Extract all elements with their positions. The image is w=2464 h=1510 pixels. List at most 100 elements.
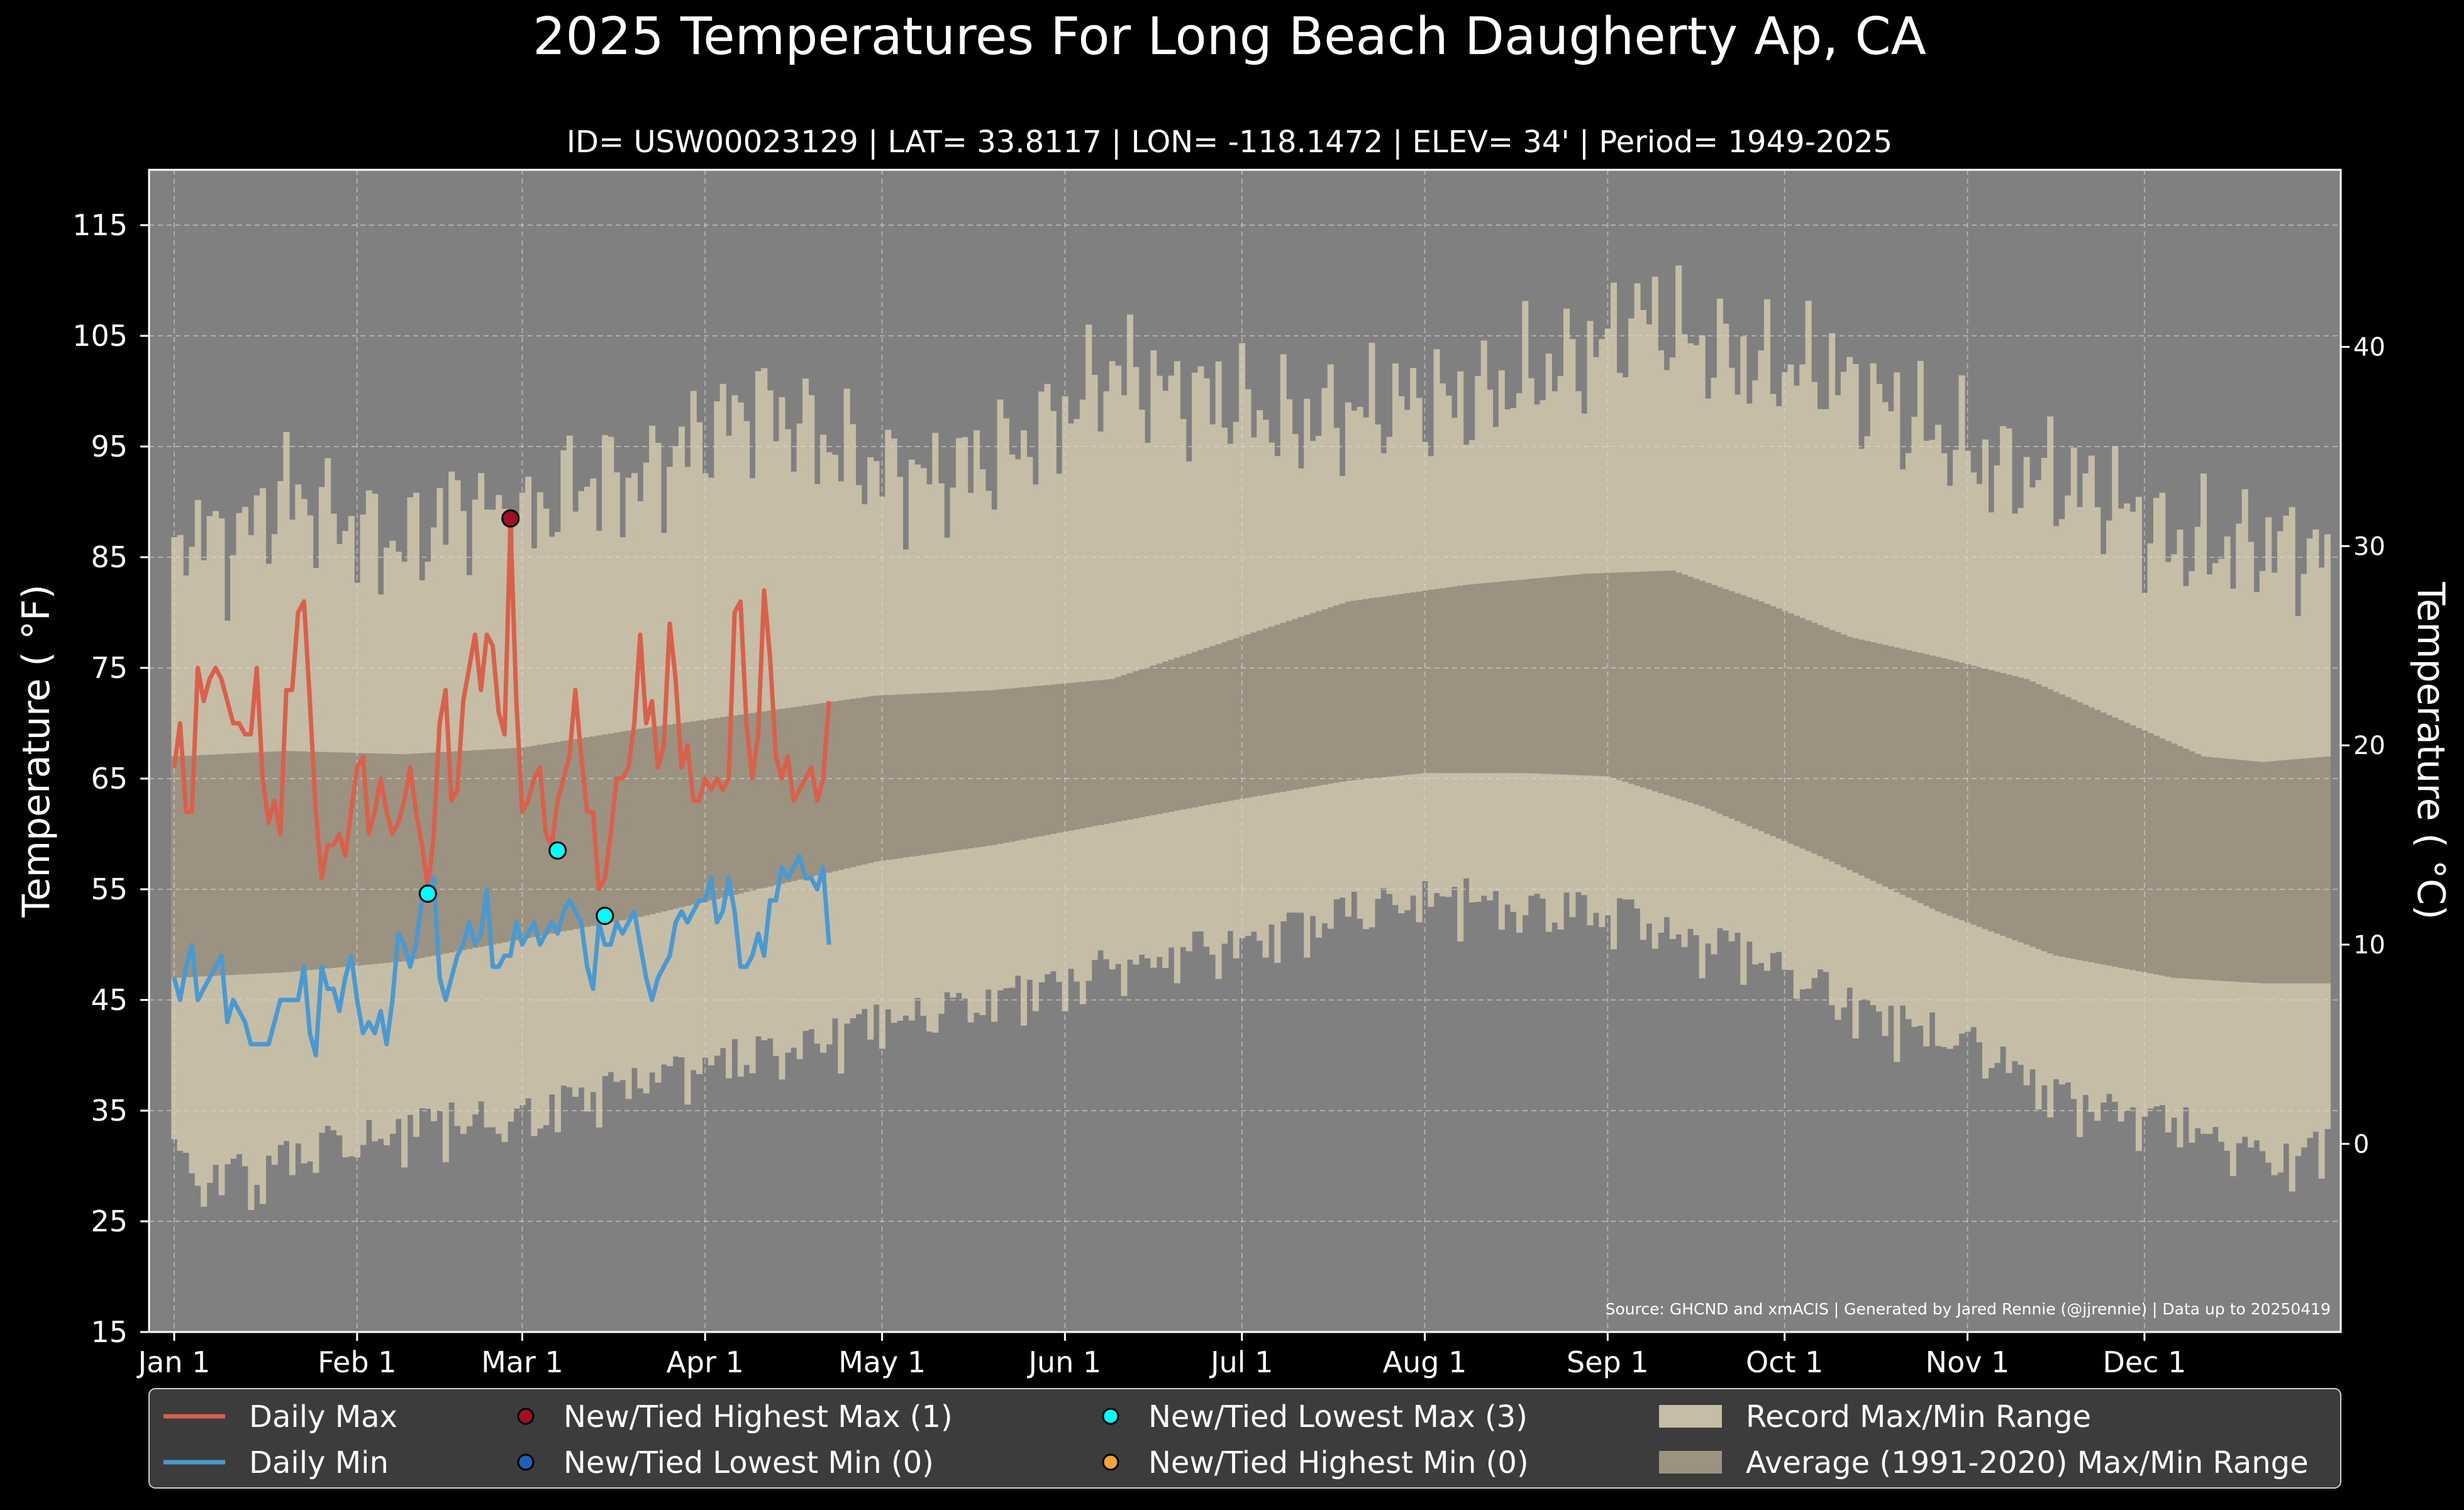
daily-min-line [172, 853, 831, 1058]
normal-range-bar [2224, 758, 2231, 982]
normal-range-bar [1534, 578, 1541, 774]
normal-range-bar [660, 725, 667, 912]
normal-range-bar [1221, 642, 1228, 802]
normal-range-bar [2065, 697, 2072, 958]
normal-range-bar [265, 752, 272, 974]
normal-range-bar [241, 753, 248, 975]
normal-range-bar [543, 743, 550, 935]
normal-range-bar [1257, 630, 1263, 796]
normal-range-bar [301, 751, 308, 971]
normal-range-bar [1374, 597, 1381, 778]
normal-range-bar [2159, 738, 2166, 976]
normal-range-bar [271, 751, 278, 973]
normal-range-bar [1286, 621, 1293, 791]
normal-range-bar [1038, 686, 1045, 836]
normal-range-bar [1233, 638, 1240, 800]
normal-range-bar [1557, 575, 1564, 775]
normal-range-bar [1887, 646, 1894, 889]
normal-range-bar [1516, 580, 1523, 774]
normal-range-bar [1327, 607, 1334, 784]
normal-range-bar [1970, 665, 1977, 925]
normal-range-bar [962, 691, 968, 850]
normal-range-bar [2259, 762, 2266, 984]
normal-range-bar [1622, 572, 1629, 782]
normal-range-bar [1304, 615, 1311, 788]
normal-range-bar [1274, 625, 1281, 793]
normal-range-bar [997, 689, 1004, 844]
normal-range-bar [466, 750, 473, 950]
normal-range-bar [755, 712, 762, 889]
normal-range-bar [1599, 573, 1606, 777]
record-marker-point [418, 884, 437, 903]
normal-range-bar [631, 730, 638, 918]
x-tick-label: Jan 1 [136, 1345, 211, 1379]
normal-range-bar [2236, 760, 2243, 982]
normal-range-bar [1262, 628, 1269, 795]
normal-range-bar [2206, 757, 2213, 980]
y-axis-right: 0 10 20 30 40 [2341, 333, 2385, 1159]
normal-range-bar [1658, 570, 1665, 794]
record-range-bar [1133, 367, 1140, 965]
y-tick-label-right: 20 [2353, 731, 2385, 760]
legend-label: New/Tied Highest Max (1) [563, 1399, 953, 1435]
normal-range-bar [2312, 757, 2319, 984]
normal-range-bar [891, 694, 897, 860]
normal-range-bar [861, 697, 868, 865]
normal-range-bar [1823, 627, 1829, 859]
normal-range-bar [637, 728, 644, 917]
y-tick-label-left: 65 [91, 762, 128, 796]
normal-range-bar [1138, 669, 1145, 818]
normal-range-bar [442, 752, 449, 954]
record-range-bar [802, 378, 809, 1031]
normal-range-bar [372, 753, 379, 964]
normal-range-bar [1363, 599, 1370, 779]
normal-range-bar [1734, 593, 1741, 821]
normal-range-bar [1522, 579, 1529, 774]
normal-range-bar [2117, 720, 2124, 968]
normal-range-bar [283, 751, 290, 972]
normal-range-bar [260, 752, 266, 974]
normal-range-bar [1097, 680, 1104, 825]
normal-range-bar [1852, 638, 1859, 873]
normal-range-bar [472, 750, 479, 948]
normal-range-bar [702, 719, 709, 902]
normal-range-bar [1723, 589, 1729, 816]
normal-range-bar [625, 730, 632, 919]
record-range-bar [1085, 325, 1092, 981]
normal-range-bar [489, 749, 496, 945]
normal-range-bar [2271, 761, 2278, 984]
normal-range-bar [454, 751, 461, 952]
normal-range-bar [307, 752, 314, 970]
normal-range-bar [1994, 671, 2001, 934]
x-tick-label: Dec 1 [2102, 1345, 2186, 1379]
legend-label: New/Tied Lowest Min (0) [563, 1445, 934, 1480]
normal-range-bar [1752, 599, 1759, 829]
normal-range-bar [377, 753, 384, 963]
normal-range-bar [1663, 570, 1670, 796]
normal-range-bar [194, 755, 201, 977]
normal-range-bar [2082, 704, 2089, 962]
normal-range-bar [2194, 753, 2201, 980]
normal-range-bar [2035, 684, 2042, 949]
normal-range-bar [201, 755, 208, 977]
record-range-bar [1109, 361, 1116, 970]
y-tick-label-left: 75 [91, 651, 128, 685]
normal-range-bar [342, 752, 349, 967]
normal-range-bar [950, 692, 957, 851]
normal-range-bar [1581, 574, 1588, 775]
normal-range-bar [1669, 570, 1676, 797]
y-tick-label-left: 35 [91, 1094, 128, 1128]
normal-range-bar [1982, 669, 1989, 930]
legend-patch-swatch [1659, 1451, 1722, 1474]
record-marker-point [501, 509, 520, 528]
normal-range-bar [2053, 692, 2060, 956]
normal-range-bar [1740, 595, 1747, 824]
normal-range-bar [1480, 583, 1487, 774]
normal-range-bar [808, 704, 815, 877]
normal-range-bar [1864, 641, 1871, 879]
normal-range-bar [1976, 667, 1983, 927]
normal-range-bar [1145, 667, 1151, 816]
normal-range-bar [2306, 758, 2313, 984]
normal-range-bar [1817, 625, 1824, 857]
normal-range-bar [2124, 723, 2131, 969]
